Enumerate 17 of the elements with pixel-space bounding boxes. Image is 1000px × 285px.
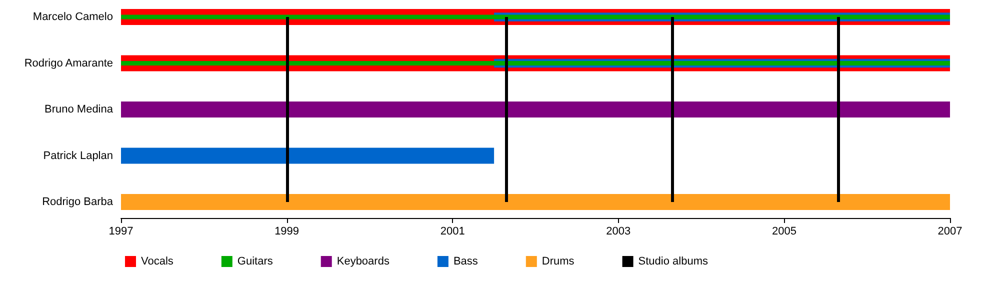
legend-label: Drums	[542, 256, 575, 268]
x-tick-label: 2003	[606, 226, 631, 238]
y-tick-label: Bruno Medina	[44, 104, 114, 116]
legend-label: Vocals	[141, 256, 174, 268]
y-tick-label: Rodrigo Amarante	[24, 57, 113, 70]
legend-label: Keyboards	[336, 256, 390, 268]
legend-label: Guitars	[237, 256, 274, 268]
x-tick-label: 1997	[108, 226, 134, 238]
x-tick-label: 2005	[772, 226, 796, 238]
x-tick-label: 1999	[274, 226, 300, 238]
y-tick-label: Patrick Laplan	[43, 150, 113, 162]
x-tick-label: 2001	[440, 226, 465, 238]
legend-label: Bass	[453, 256, 478, 268]
legend-label: Studio albums	[638, 256, 708, 268]
x-tick-label: 2007	[938, 226, 962, 238]
y-tick-label: Marcelo Camelo	[32, 11, 113, 23]
y-tick-label: Rodrigo Barba	[42, 196, 114, 208]
